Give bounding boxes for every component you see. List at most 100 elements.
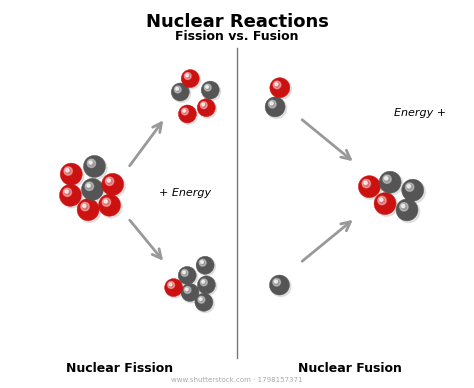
- Circle shape: [197, 276, 215, 294]
- Circle shape: [384, 177, 388, 180]
- Circle shape: [197, 99, 215, 117]
- Circle shape: [201, 279, 207, 286]
- Circle shape: [198, 296, 205, 303]
- Circle shape: [107, 179, 110, 182]
- Circle shape: [184, 287, 191, 293]
- Circle shape: [268, 100, 276, 108]
- Circle shape: [181, 270, 188, 276]
- Circle shape: [376, 194, 398, 216]
- Circle shape: [198, 258, 216, 275]
- Circle shape: [180, 106, 198, 124]
- Circle shape: [186, 74, 189, 77]
- Circle shape: [271, 79, 292, 99]
- Circle shape: [202, 103, 204, 106]
- Circle shape: [64, 167, 73, 175]
- Circle shape: [378, 196, 386, 205]
- Circle shape: [381, 173, 403, 195]
- Circle shape: [63, 188, 72, 196]
- Text: + Energy: + Energy: [159, 188, 211, 198]
- Circle shape: [102, 198, 110, 206]
- Circle shape: [206, 86, 209, 88]
- Circle shape: [202, 281, 205, 283]
- Circle shape: [168, 282, 174, 288]
- Circle shape: [403, 181, 425, 203]
- Circle shape: [104, 200, 107, 203]
- Circle shape: [101, 173, 124, 195]
- Circle shape: [202, 82, 220, 100]
- Circle shape: [171, 83, 189, 101]
- Circle shape: [87, 184, 90, 187]
- Circle shape: [77, 199, 99, 221]
- Circle shape: [271, 277, 291, 296]
- Text: www.shutterstock.com · 1798157371: www.shutterstock.com · 1798157371: [171, 377, 303, 383]
- Circle shape: [176, 87, 178, 90]
- Circle shape: [59, 184, 82, 206]
- Circle shape: [99, 194, 120, 216]
- Circle shape: [181, 69, 199, 88]
- Text: Nuclear Reactions: Nuclear Reactions: [146, 13, 328, 31]
- Circle shape: [182, 71, 201, 89]
- Circle shape: [60, 163, 82, 185]
- Circle shape: [185, 288, 188, 291]
- Circle shape: [265, 97, 285, 117]
- Circle shape: [82, 178, 103, 200]
- Circle shape: [374, 192, 396, 215]
- Circle shape: [401, 204, 405, 208]
- Circle shape: [383, 175, 391, 183]
- Circle shape: [196, 256, 214, 274]
- Circle shape: [360, 177, 382, 199]
- Circle shape: [275, 83, 278, 86]
- Circle shape: [201, 81, 219, 99]
- Circle shape: [273, 81, 281, 89]
- Circle shape: [87, 159, 96, 168]
- Circle shape: [61, 186, 83, 208]
- Circle shape: [85, 157, 107, 179]
- Circle shape: [85, 182, 93, 191]
- Circle shape: [83, 180, 105, 202]
- Text: Fission vs. Fusion: Fission vs. Fusion: [175, 30, 299, 43]
- Circle shape: [166, 280, 184, 298]
- Circle shape: [169, 283, 172, 286]
- Circle shape: [358, 176, 381, 197]
- Circle shape: [364, 181, 367, 184]
- Circle shape: [405, 183, 414, 191]
- Text: Nuclear Fission: Nuclear Fission: [66, 362, 173, 374]
- Circle shape: [199, 259, 206, 266]
- Circle shape: [200, 298, 202, 300]
- Circle shape: [66, 169, 69, 172]
- Circle shape: [178, 105, 196, 123]
- Circle shape: [362, 179, 371, 188]
- Circle shape: [103, 175, 125, 197]
- Circle shape: [82, 204, 86, 208]
- Circle shape: [270, 78, 290, 98]
- Circle shape: [401, 179, 424, 201]
- Circle shape: [184, 73, 191, 80]
- Circle shape: [89, 161, 92, 164]
- Circle shape: [380, 198, 383, 201]
- Text: Nuclear Fusion: Nuclear Fusion: [298, 362, 402, 374]
- Text: Energy +: Energy +: [394, 108, 446, 118]
- Circle shape: [180, 268, 198, 286]
- Circle shape: [273, 279, 281, 286]
- Circle shape: [379, 171, 401, 193]
- Circle shape: [79, 200, 101, 222]
- Circle shape: [204, 84, 211, 91]
- Circle shape: [81, 203, 89, 211]
- Circle shape: [396, 199, 418, 221]
- Circle shape: [407, 185, 410, 188]
- Circle shape: [183, 109, 186, 112]
- Circle shape: [181, 284, 199, 301]
- Circle shape: [100, 196, 122, 218]
- Circle shape: [178, 267, 196, 284]
- Circle shape: [62, 165, 84, 187]
- Circle shape: [400, 203, 408, 211]
- Circle shape: [201, 102, 207, 109]
- Circle shape: [196, 294, 214, 313]
- Circle shape: [174, 86, 181, 93]
- Circle shape: [164, 279, 182, 296]
- Circle shape: [199, 100, 217, 118]
- Circle shape: [182, 108, 188, 115]
- Circle shape: [266, 99, 287, 118]
- Circle shape: [83, 156, 105, 177]
- Circle shape: [195, 293, 213, 311]
